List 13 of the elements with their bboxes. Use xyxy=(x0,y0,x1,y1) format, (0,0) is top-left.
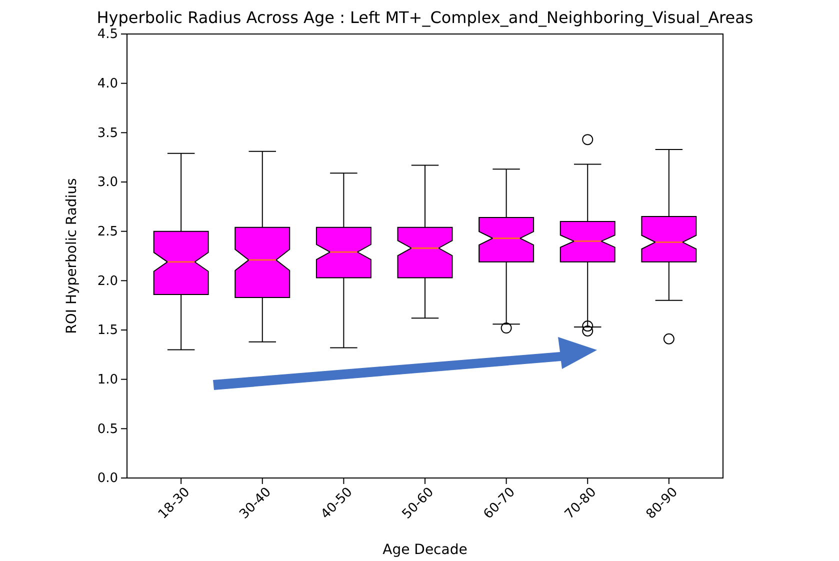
y-tick-label: 2.5 xyxy=(97,224,118,240)
y-tick-label: 4.5 xyxy=(97,27,118,42)
y-tick-label: 0.0 xyxy=(97,471,118,486)
y-tick-label: 4.0 xyxy=(97,76,118,92)
y-tick-label: 0.5 xyxy=(97,422,118,437)
y-tick-label: 1.5 xyxy=(97,323,118,338)
x-axis-title: Age Decade xyxy=(382,542,468,558)
y-tick-label: 1.0 xyxy=(97,372,118,388)
chart-title: Hyperbolic Radius Across Age : Left MT+_Complex_and_Neighboring_Visual_Areas xyxy=(96,8,754,27)
y-tick-label: 3.5 xyxy=(97,126,118,141)
y-axis-title: ROI Hyperbolic Radius xyxy=(64,178,80,334)
y-tick-label: 3.0 xyxy=(97,175,118,190)
y-tick-label: 2.0 xyxy=(97,274,118,289)
